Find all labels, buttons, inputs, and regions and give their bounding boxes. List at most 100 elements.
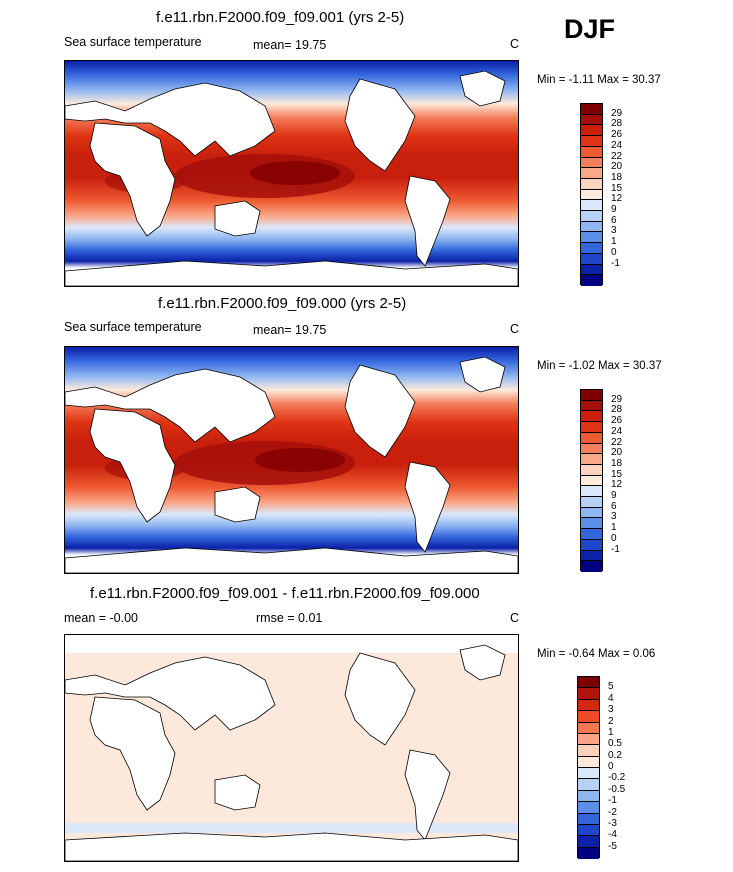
colorbar-tick-label: 3 xyxy=(611,225,617,237)
colorbar-segment xyxy=(578,677,599,689)
panel1-colorbar xyxy=(580,103,603,286)
colorbar-tick-label: 0.2 xyxy=(608,749,622,761)
panel3-mean-label: mean = -0.00 xyxy=(64,611,139,625)
colorbar-segment xyxy=(581,486,602,498)
colorbar-segment xyxy=(581,189,602,201)
colorbar-segment xyxy=(578,824,599,837)
colorbar-segment xyxy=(581,211,602,222)
panel1-mean-label: mean= 19.75 xyxy=(253,38,327,52)
colorbar-tick-label: 5 xyxy=(608,681,614,693)
colorbar-segment xyxy=(581,422,602,433)
colorbar-segment xyxy=(581,443,602,455)
colorbar-tick-label: 2 xyxy=(608,715,614,727)
colorbar-segment xyxy=(578,790,599,803)
colorbar-segment xyxy=(581,561,602,572)
colorbar-segment xyxy=(581,411,602,423)
colorbar-tick-label: 1 xyxy=(611,236,617,248)
colorbar-tick-label: 15 xyxy=(611,468,623,480)
panel1-units-label: C xyxy=(510,37,520,51)
panel3-minmax: Min = -0.64 Max = 0.06 xyxy=(537,648,656,660)
colorbar-tick-label: -3 xyxy=(608,817,617,829)
panel1-sst-field xyxy=(65,61,518,286)
colorbar-tick-label: 15 xyxy=(611,182,623,194)
colorbar-segment xyxy=(581,529,602,540)
colorbar-segment xyxy=(581,232,602,244)
colorbar-tick-label: 24 xyxy=(611,425,623,437)
colorbar-tick-label: -1 xyxy=(608,795,617,807)
panel2-colorbar xyxy=(580,389,603,572)
colorbar-segment xyxy=(578,745,599,757)
colorbar-tick-label: 0.5 xyxy=(608,738,622,750)
panel3-map xyxy=(64,634,519,862)
colorbar-tick-label: 0 xyxy=(611,246,617,258)
colorbar-segment xyxy=(581,178,602,190)
colorbar-segment xyxy=(581,253,602,265)
colorbar-segment xyxy=(581,264,602,276)
colorbar-segment xyxy=(581,497,602,508)
colorbar-tick-label: 18 xyxy=(611,457,623,469)
colorbar-tick-label: 9 xyxy=(611,490,617,502)
colorbar-tick-label: -0.2 xyxy=(608,772,626,784)
colorbar-segment xyxy=(581,464,602,476)
colorbar-tick-label: -2 xyxy=(608,806,617,818)
colorbar-tick-label: -4 xyxy=(608,829,617,841)
panel2-units-label: C xyxy=(510,322,520,336)
colorbar-segment xyxy=(581,146,602,158)
colorbar-tick-label: 12 xyxy=(611,193,623,205)
colorbar-tick-label: 26 xyxy=(611,129,623,141)
colorbar-tick-label: 1 xyxy=(611,522,617,534)
colorbar-segment xyxy=(581,507,602,519)
panel1-map xyxy=(64,60,519,287)
colorbar-tick-label: 20 xyxy=(611,161,623,173)
colorbar-segment xyxy=(581,275,602,286)
colorbar-tick-label: 22 xyxy=(611,150,623,162)
colorbar-segment xyxy=(578,836,599,848)
colorbar-segment xyxy=(578,779,599,791)
colorbar-segment xyxy=(581,221,602,233)
panel3-colorbar xyxy=(577,676,600,859)
colorbar-tick-label: -0.5 xyxy=(608,783,626,795)
colorbar-tick-label: 18 xyxy=(611,171,623,183)
colorbar-segment xyxy=(581,539,602,551)
colorbar-segment xyxy=(581,114,602,126)
colorbar-tick-label: -1 xyxy=(611,257,620,269)
panel1-variable-label: Sea surface temperature xyxy=(64,35,202,49)
colorbar-tick-label: 9 xyxy=(611,204,617,216)
colorbar-tick-label: -1 xyxy=(611,543,620,555)
panel2-title: f.e11.rbn.F2000.f09_f09.000 (yrs 2-5) xyxy=(158,295,407,312)
season-label: DJF xyxy=(564,14,616,44)
colorbar-tick-label: 22 xyxy=(611,436,623,448)
panel2-minmax: Min = -1.02 Max = 30.37 xyxy=(537,360,662,372)
colorbar-segment xyxy=(581,550,602,562)
colorbar-segment xyxy=(581,104,602,115)
colorbar-tick-label: 28 xyxy=(611,404,623,416)
colorbar-segment xyxy=(578,699,599,712)
colorbar-segment xyxy=(578,813,599,825)
colorbar-tick-label: 28 xyxy=(611,118,623,130)
panel3-rmse-label: rmse = 0.01 xyxy=(256,611,323,625)
colorbar-segment xyxy=(581,136,602,147)
colorbar-tick-label: 0 xyxy=(608,761,614,772)
colorbar-segment xyxy=(581,432,602,444)
colorbar-segment xyxy=(581,518,602,530)
colorbar-segment xyxy=(578,768,599,780)
panel2-sst-field xyxy=(65,347,518,573)
colorbar-tick-label: 6 xyxy=(611,214,617,226)
panel3-title: f.e11.rbn.F2000.f09_f09.001 - f.e11.rbn.… xyxy=(90,585,480,602)
colorbar-segment xyxy=(578,802,599,814)
colorbar-segment xyxy=(578,688,599,700)
colorbar-segment xyxy=(578,847,599,859)
colorbar-tick-label: -5 xyxy=(608,840,617,852)
colorbar-segment xyxy=(578,733,599,746)
colorbar-tick-label: 20 xyxy=(611,447,623,459)
colorbar-tick-label: 0 xyxy=(611,532,617,544)
colorbar-tick-label: 26 xyxy=(611,415,623,427)
colorbar-segment xyxy=(581,390,602,401)
colorbar-tick-label: 6 xyxy=(611,500,617,512)
colorbar-tick-label: 3 xyxy=(611,511,617,523)
panel1-title: f.e11.rbn.F2000.f09_f09.001 (yrs 2-5) xyxy=(156,9,405,26)
colorbar-segment xyxy=(578,756,599,768)
colorbar-segment xyxy=(578,722,599,734)
colorbar-segment xyxy=(581,243,602,254)
colorbar-segment xyxy=(581,200,602,212)
